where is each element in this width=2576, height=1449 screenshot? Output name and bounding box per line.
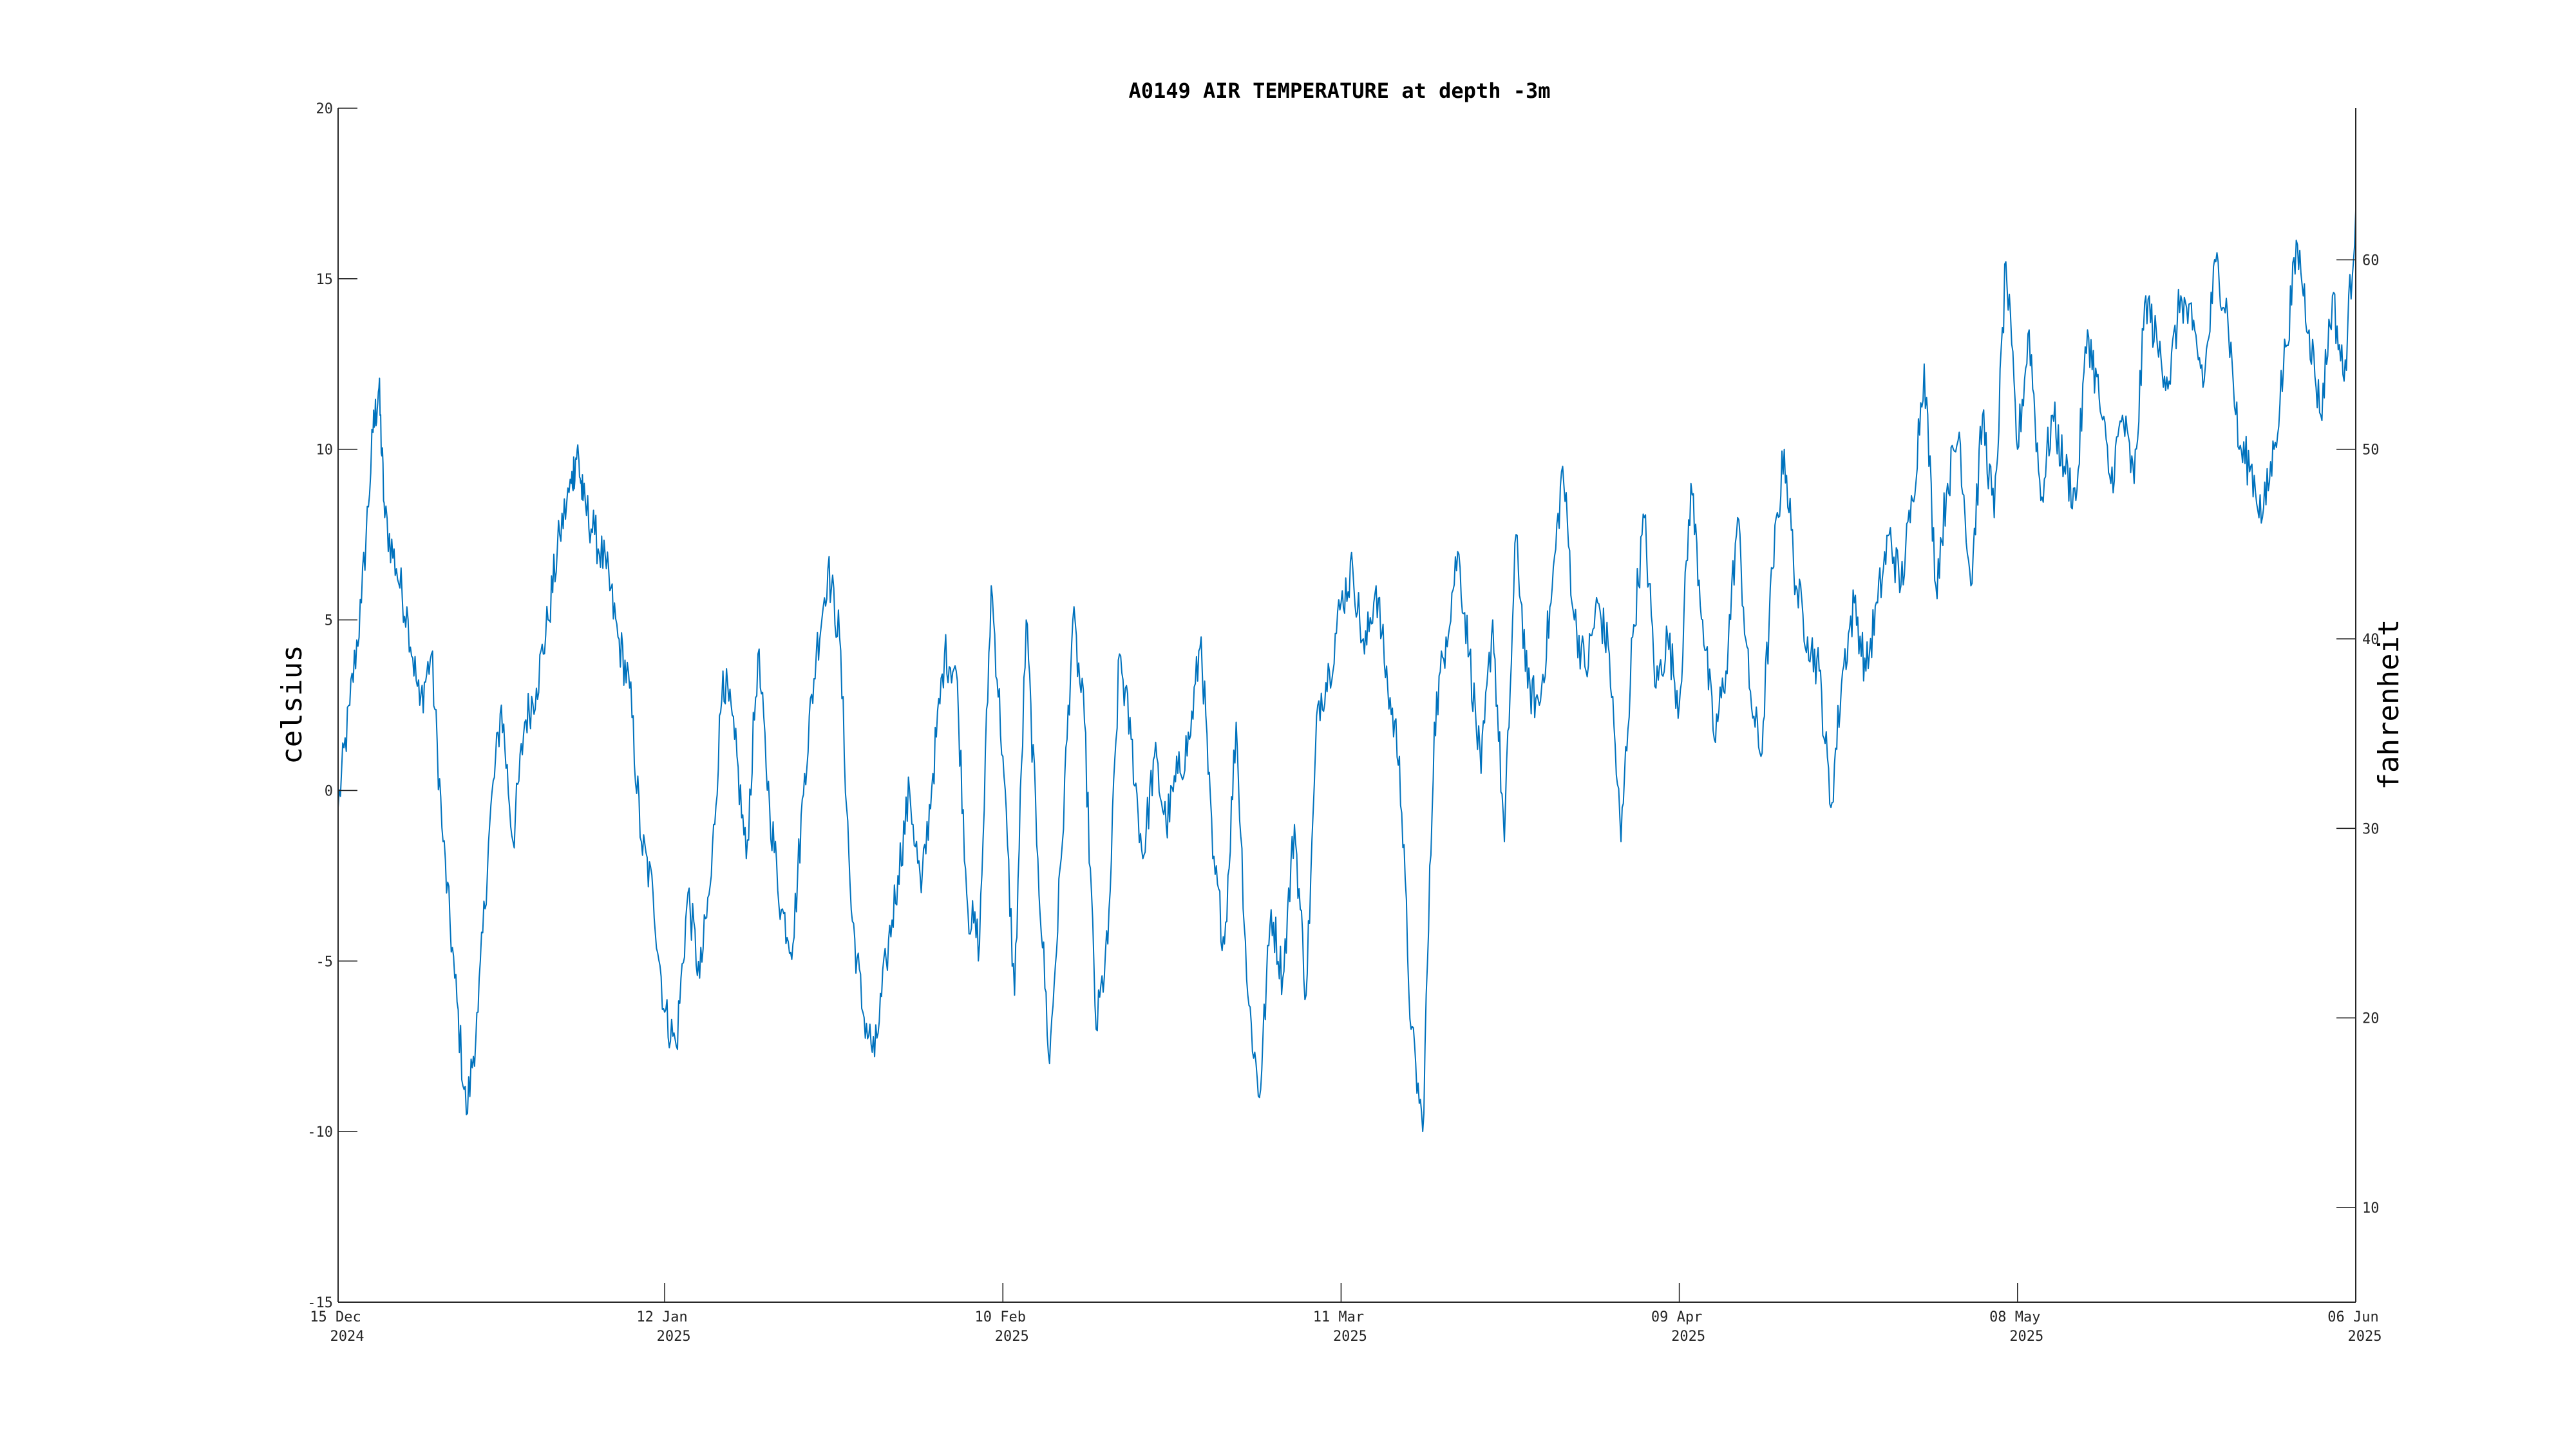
plot-area: -15 -10 -5 0 5 10 15 20 10 20 30 40 50 60 15 Dec 2024 12… — [307, 101, 2382, 1345]
y-tick-label: 15 — [316, 272, 334, 288]
x-tick-year-label: 2025 — [1333, 1329, 1367, 1345]
y-tick-label: -5 — [316, 954, 334, 970]
y-tick-label: -10 — [307, 1124, 333, 1141]
x-tick-label: 12 Jan — [636, 1309, 687, 1325]
x-tick-year-label: 2025 — [995, 1329, 1029, 1345]
y-tick-label: 10 — [316, 442, 334, 459]
x-tick-year-label: 2025 — [2348, 1329, 2382, 1345]
y2-tick-label: 30 — [2362, 821, 2380, 837]
y2-tick-label: 40 — [2362, 632, 2380, 648]
x-tick-label: 15 Dec — [310, 1309, 361, 1325]
y-tick-label: -15 — [307, 1295, 333, 1311]
y-axis-label: celsius — [276, 645, 308, 764]
axes-layer: -15 -10 -5 0 5 10 15 20 10 20 30 40 50 60 15 Dec 2024 12… — [307, 101, 2382, 1345]
y2-axis-label: fahrenheit — [2372, 620, 2405, 790]
x-tick-label: 06 Jun — [2327, 1309, 2378, 1325]
chart-title: A0149 AIR TEMPERATURE at depth -3m — [1128, 79, 1550, 103]
y2-tick-label: 10 — [2362, 1200, 2380, 1217]
series-line-0 — [337, 210, 2356, 1133]
x-tick-label: 08 May — [1989, 1309, 2040, 1325]
y-tick-label: 5 — [325, 613, 333, 629]
y2-tick-label: 20 — [2362, 1011, 2380, 1027]
x-tick-year-label: 2024 — [330, 1329, 365, 1345]
x-tick-year-label: 2025 — [2009, 1329, 2043, 1345]
x-tick-label: 10 Feb — [975, 1309, 1026, 1325]
y-tick-label: 0 — [325, 783, 333, 799]
series-layer — [337, 210, 2356, 1133]
y2-tick-label: 60 — [2362, 252, 2380, 269]
x-tick-label: 09 Apr — [1651, 1309, 1702, 1325]
x-tick-label: 11 Mar — [1313, 1309, 1364, 1325]
x-tick-year-label: 2025 — [657, 1329, 691, 1345]
y-tick-label: 20 — [316, 101, 334, 117]
y2-tick-label: 50 — [2362, 442, 2380, 459]
x-tick-year-label: 2025 — [1671, 1329, 1705, 1345]
